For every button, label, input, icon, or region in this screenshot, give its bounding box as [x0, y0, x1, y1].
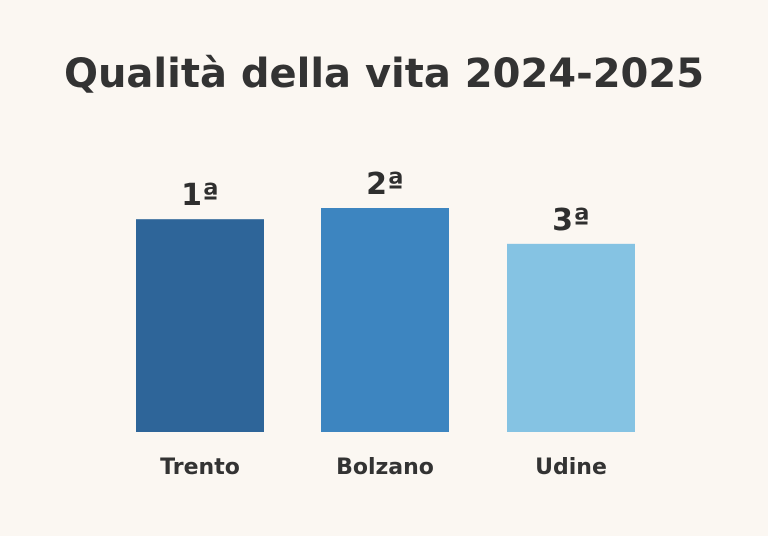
category-label: Trento — [160, 455, 240, 480]
chart-title: Qualità della vita 2024-2025 — [64, 51, 704, 97]
bar-bolzano — [321, 208, 449, 432]
category-label: Udine — [535, 455, 607, 480]
rank-label: 2ª — [366, 167, 404, 202]
category-label: Bolzano — [336, 455, 434, 480]
rank-label: 1ª — [181, 178, 219, 213]
bar-trento — [136, 219, 264, 432]
bar-udine — [507, 243, 635, 432]
rank-label: 3ª — [552, 203, 590, 238]
